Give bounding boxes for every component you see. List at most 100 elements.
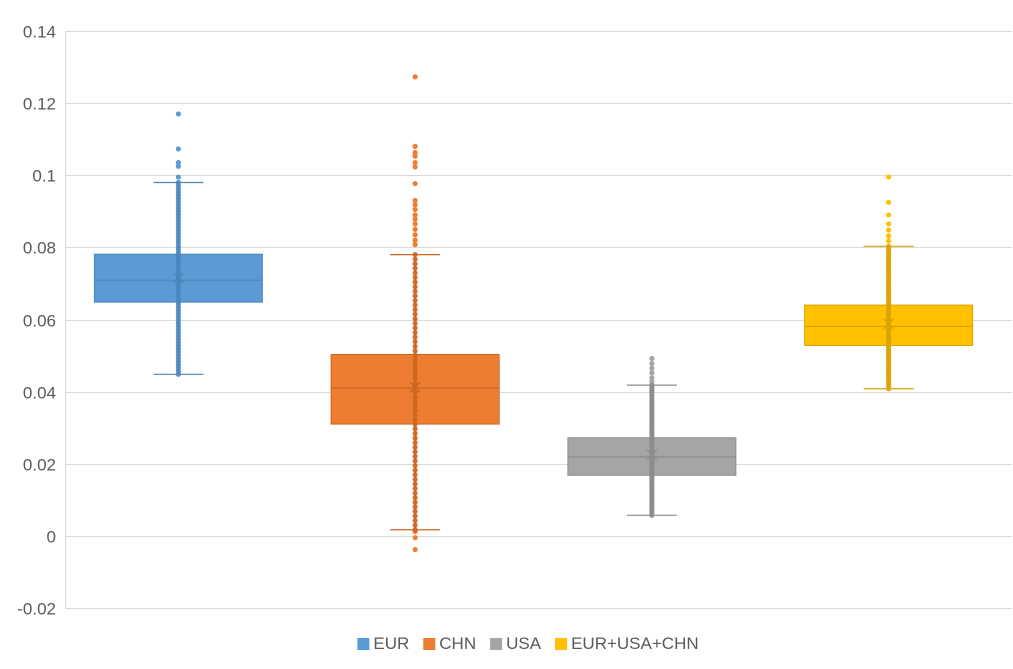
sample-point bbox=[412, 293, 418, 299]
mean-marker bbox=[409, 381, 421, 393]
sample-point bbox=[412, 288, 418, 294]
outlier-point bbox=[412, 197, 418, 204]
legend: EUR CHN USA EUR+USA+CHN bbox=[357, 634, 699, 653]
sample-point bbox=[412, 440, 418, 446]
sample-point bbox=[412, 527, 418, 533]
sample-point bbox=[412, 435, 418, 441]
box-eur-usa-chn bbox=[804, 174, 974, 392]
sample-point bbox=[412, 316, 418, 322]
sample-point bbox=[412, 513, 418, 519]
gridlines bbox=[65, 31, 1012, 609]
sample-point bbox=[412, 334, 418, 340]
sample-point bbox=[412, 449, 418, 455]
outlier-point bbox=[886, 199, 892, 205]
sample-point bbox=[649, 382, 655, 388]
sample-point bbox=[412, 380, 418, 386]
outlier-point bbox=[412, 143, 418, 149]
sample-point bbox=[412, 270, 418, 276]
outlier-point bbox=[412, 226, 418, 232]
sample-point bbox=[412, 284, 418, 290]
y-tick-label: 0 bbox=[47, 528, 56, 547]
outlier-point bbox=[412, 74, 418, 80]
y-tick-label: 0.06 bbox=[23, 312, 56, 331]
sample-point bbox=[412, 302, 418, 308]
sample-point bbox=[412, 366, 418, 372]
box-chn bbox=[330, 74, 500, 553]
outlier-point bbox=[412, 153, 418, 159]
outlier-point bbox=[649, 375, 655, 381]
sample-point bbox=[412, 485, 418, 492]
legend-item-usa: USA bbox=[490, 634, 542, 653]
sample-point bbox=[412, 265, 418, 271]
sample-point bbox=[412, 430, 418, 437]
sample-point bbox=[412, 472, 418, 478]
sample-point bbox=[412, 522, 418, 528]
sample-point bbox=[412, 307, 418, 313]
sample-point bbox=[412, 412, 418, 418]
sample-point bbox=[412, 348, 418, 354]
legend-item-eur: EUR bbox=[357, 634, 409, 653]
sample-point bbox=[412, 325, 418, 331]
outlier-point bbox=[412, 160, 418, 166]
outlier-point bbox=[649, 355, 655, 362]
outlier-point bbox=[412, 212, 418, 218]
outlier-point bbox=[412, 164, 418, 170]
sample-point bbox=[412, 490, 418, 496]
box-usa bbox=[567, 355, 737, 518]
sample-point bbox=[412, 499, 418, 505]
y-axis: -0.02 0 0.02 0.04 0.06 0.08 0.1 0.12 0.14 bbox=[17, 23, 66, 619]
outlier-point bbox=[412, 216, 418, 222]
outlier-point bbox=[886, 233, 892, 239]
legend-swatch bbox=[490, 638, 503, 650]
sample-point bbox=[412, 274, 418, 281]
outlier-point bbox=[412, 202, 418, 208]
outlier-point bbox=[886, 174, 892, 180]
outlier-point bbox=[412, 206, 418, 213]
legend-label: EUR+USA+CHN bbox=[571, 634, 699, 653]
sample-point bbox=[412, 481, 418, 487]
sample-point bbox=[412, 398, 418, 404]
sample-point bbox=[412, 320, 418, 326]
sample-point bbox=[886, 243, 892, 249]
sample-point bbox=[412, 476, 418, 482]
mean-marker bbox=[172, 272, 184, 284]
outlier-point bbox=[175, 146, 181, 152]
box-eur bbox=[93, 111, 263, 377]
legend-swatch bbox=[555, 638, 568, 650]
outlier-point bbox=[412, 149, 418, 156]
sample-point bbox=[412, 352, 418, 359]
sample-point bbox=[412, 407, 418, 414]
sample-point bbox=[412, 458, 418, 464]
legend-swatch bbox=[357, 638, 370, 650]
y-tick-label: 0.12 bbox=[23, 95, 56, 114]
legend-label: CHN bbox=[439, 634, 476, 653]
sample-point bbox=[412, 279, 418, 285]
legend-swatch bbox=[423, 638, 436, 650]
box-series bbox=[93, 74, 974, 553]
outlier-point bbox=[649, 378, 655, 385]
sample-point bbox=[412, 421, 418, 427]
y-tick-label: 0.04 bbox=[23, 384, 56, 403]
outlier-point bbox=[175, 160, 181, 166]
outlier-point bbox=[649, 370, 655, 376]
outlier-point bbox=[412, 180, 418, 187]
outlier-point bbox=[412, 221, 418, 227]
legend-label: EUR bbox=[373, 634, 409, 653]
sample-point bbox=[412, 371, 418, 377]
mean-marker bbox=[646, 449, 658, 461]
outlier-point bbox=[175, 174, 181, 180]
sample-point bbox=[175, 179, 181, 186]
sample-point bbox=[412, 362, 418, 368]
outlier-point bbox=[412, 546, 418, 553]
sample-point bbox=[412, 297, 418, 304]
outlier-point bbox=[649, 360, 655, 367]
sample-point bbox=[412, 357, 418, 363]
sample-point bbox=[412, 251, 418, 258]
y-tick-label: 0.02 bbox=[23, 456, 56, 475]
sample-point bbox=[412, 261, 418, 267]
y-tick-label: 0.1 bbox=[32, 167, 56, 186]
outlier-point bbox=[412, 241, 418, 248]
y-tick-label: -0.02 bbox=[17, 600, 56, 619]
outlier-point bbox=[886, 212, 892, 218]
